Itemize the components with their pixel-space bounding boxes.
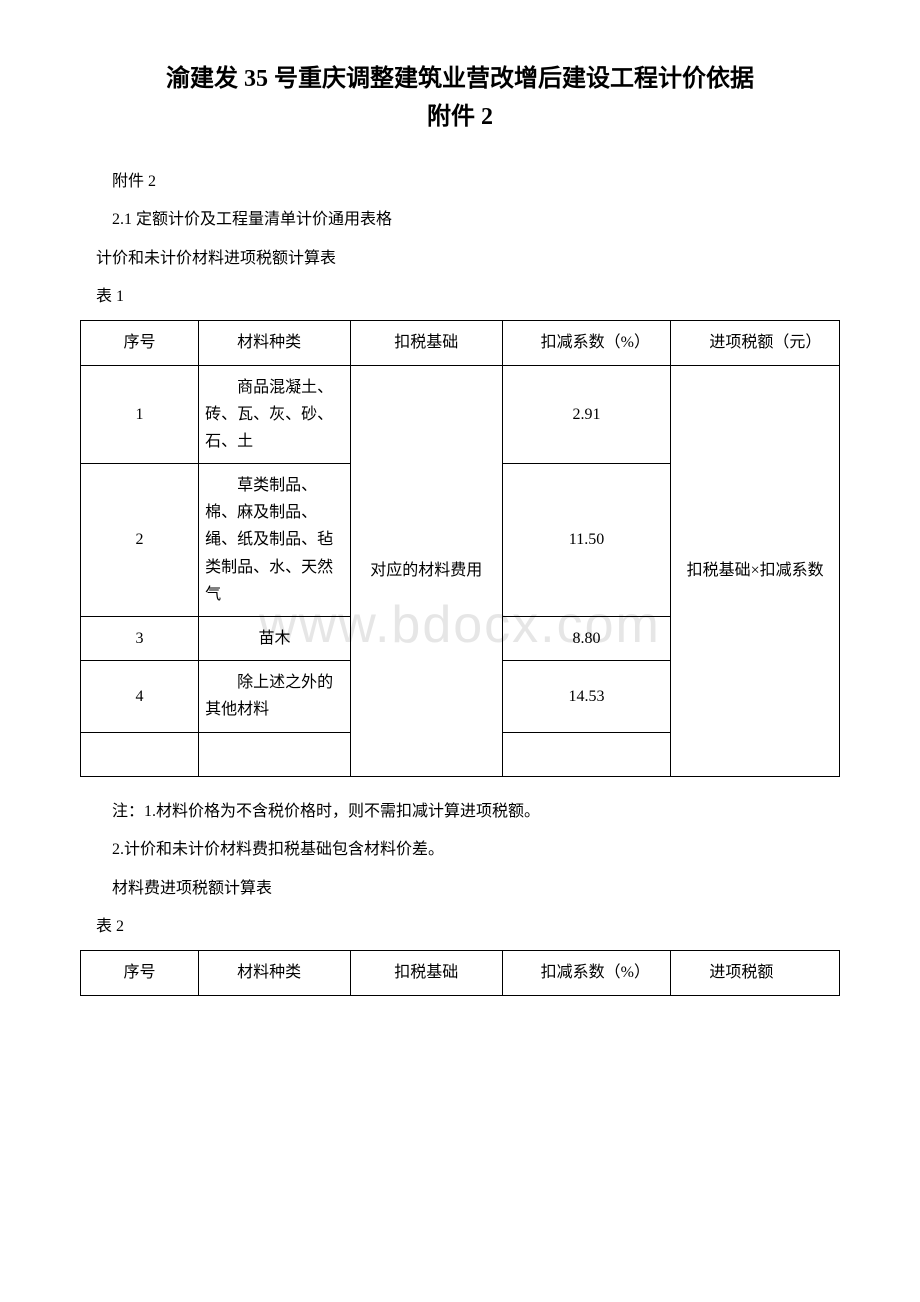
cell-seq: 2	[81, 464, 199, 617]
cell-type: 除上述之外的其他材料	[199, 661, 351, 732]
header-coef: 扣减系数（%）	[502, 951, 671, 995]
cell-empty	[81, 732, 199, 776]
header-coef: 扣减系数（%）	[502, 321, 671, 365]
header-seq: 序号	[81, 951, 199, 995]
header-basis: 扣税基础	[350, 321, 502, 365]
note-1: 注：1.材料价格为不含税价格时，则不需扣减计算进项税额。	[80, 797, 840, 827]
cell-coef: 11.50	[502, 464, 671, 617]
cell-empty	[199, 732, 351, 776]
document-title: 渝建发 35 号重庆调整建筑业营改增后建设工程计价依据 附件 2	[80, 60, 840, 137]
table-2: 序号 材料种类 扣税基础 扣减系数（%） 进项税额	[80, 950, 840, 995]
header-basis: 扣税基础	[350, 951, 502, 995]
header-tax: 进项税额（元）	[671, 321, 840, 365]
para-table2-title: 材料费进项税额计算表	[80, 874, 840, 904]
cell-seq: 1	[81, 365, 199, 464]
cell-type: 商品混凝土、砖、瓦、灰、砂、石、土	[199, 365, 351, 464]
cell-basis-merged: 对应的材料费用	[350, 365, 502, 776]
cell-coef: 14.53	[502, 661, 671, 732]
para-table1-title: 计价和未计价材料进项税额计算表	[80, 244, 840, 274]
table-row: 序号 材料种类 扣税基础 扣减系数（%） 进项税额（元）	[81, 321, 840, 365]
table-1: 序号 材料种类 扣税基础 扣减系数（%） 进项税额（元） 1 商品混凝土、砖、瓦…	[80, 320, 840, 776]
para-section: 2.1 定额计价及工程量清单计价通用表格	[80, 205, 840, 235]
table-row: 序号 材料种类 扣税基础 扣减系数（%） 进项税额	[81, 951, 840, 995]
title-line-1: 渝建发 35 号重庆调整建筑业营改增后建设工程计价依据	[80, 60, 840, 98]
header-seq: 序号	[81, 321, 199, 365]
cell-type: 苗木	[199, 617, 351, 661]
cell-coef: 2.91	[502, 365, 671, 464]
header-type: 材料种类	[199, 321, 351, 365]
cell-tax-merged: 扣税基础×扣减系数	[671, 365, 840, 776]
para-attachment: 附件 2	[80, 167, 840, 197]
title-line-2: 附件 2	[80, 98, 840, 136]
note-2: 2.计价和未计价材料费扣税基础包含材料价差。	[80, 835, 840, 865]
para-table1-label: 表 1	[80, 282, 840, 312]
cell-type: 草类制品、棉、麻及制品、绳、纸及制品、毡类制品、水、天然气	[199, 464, 351, 617]
cell-seq: 3	[81, 617, 199, 661]
cell-seq: 4	[81, 661, 199, 732]
table-row: 1 商品混凝土、砖、瓦、灰、砂、石、土 对应的材料费用 2.91 扣税基础×扣减…	[81, 365, 840, 464]
header-tax: 进项税额	[671, 951, 840, 995]
header-type: 材料种类	[199, 951, 351, 995]
para-table2-label: 表 2	[80, 912, 840, 942]
cell-empty	[502, 732, 671, 776]
cell-coef: 8.80	[502, 617, 671, 661]
